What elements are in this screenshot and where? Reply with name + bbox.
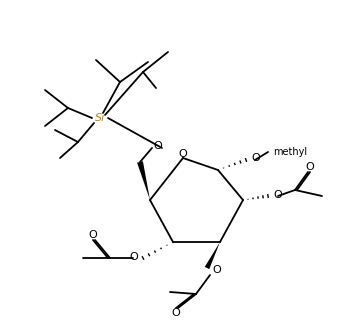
Text: O: O <box>154 141 162 151</box>
Text: O: O <box>179 149 187 159</box>
Text: O: O <box>273 190 282 200</box>
Text: O: O <box>129 252 138 262</box>
Text: O: O <box>172 308 180 318</box>
Text: O: O <box>306 162 314 172</box>
Text: O: O <box>88 230 97 240</box>
Text: Si: Si <box>95 113 105 123</box>
Text: O: O <box>212 265 221 275</box>
Polygon shape <box>205 242 220 269</box>
Polygon shape <box>137 161 150 200</box>
Text: O: O <box>251 153 260 163</box>
Text: methyl: methyl <box>273 147 307 157</box>
